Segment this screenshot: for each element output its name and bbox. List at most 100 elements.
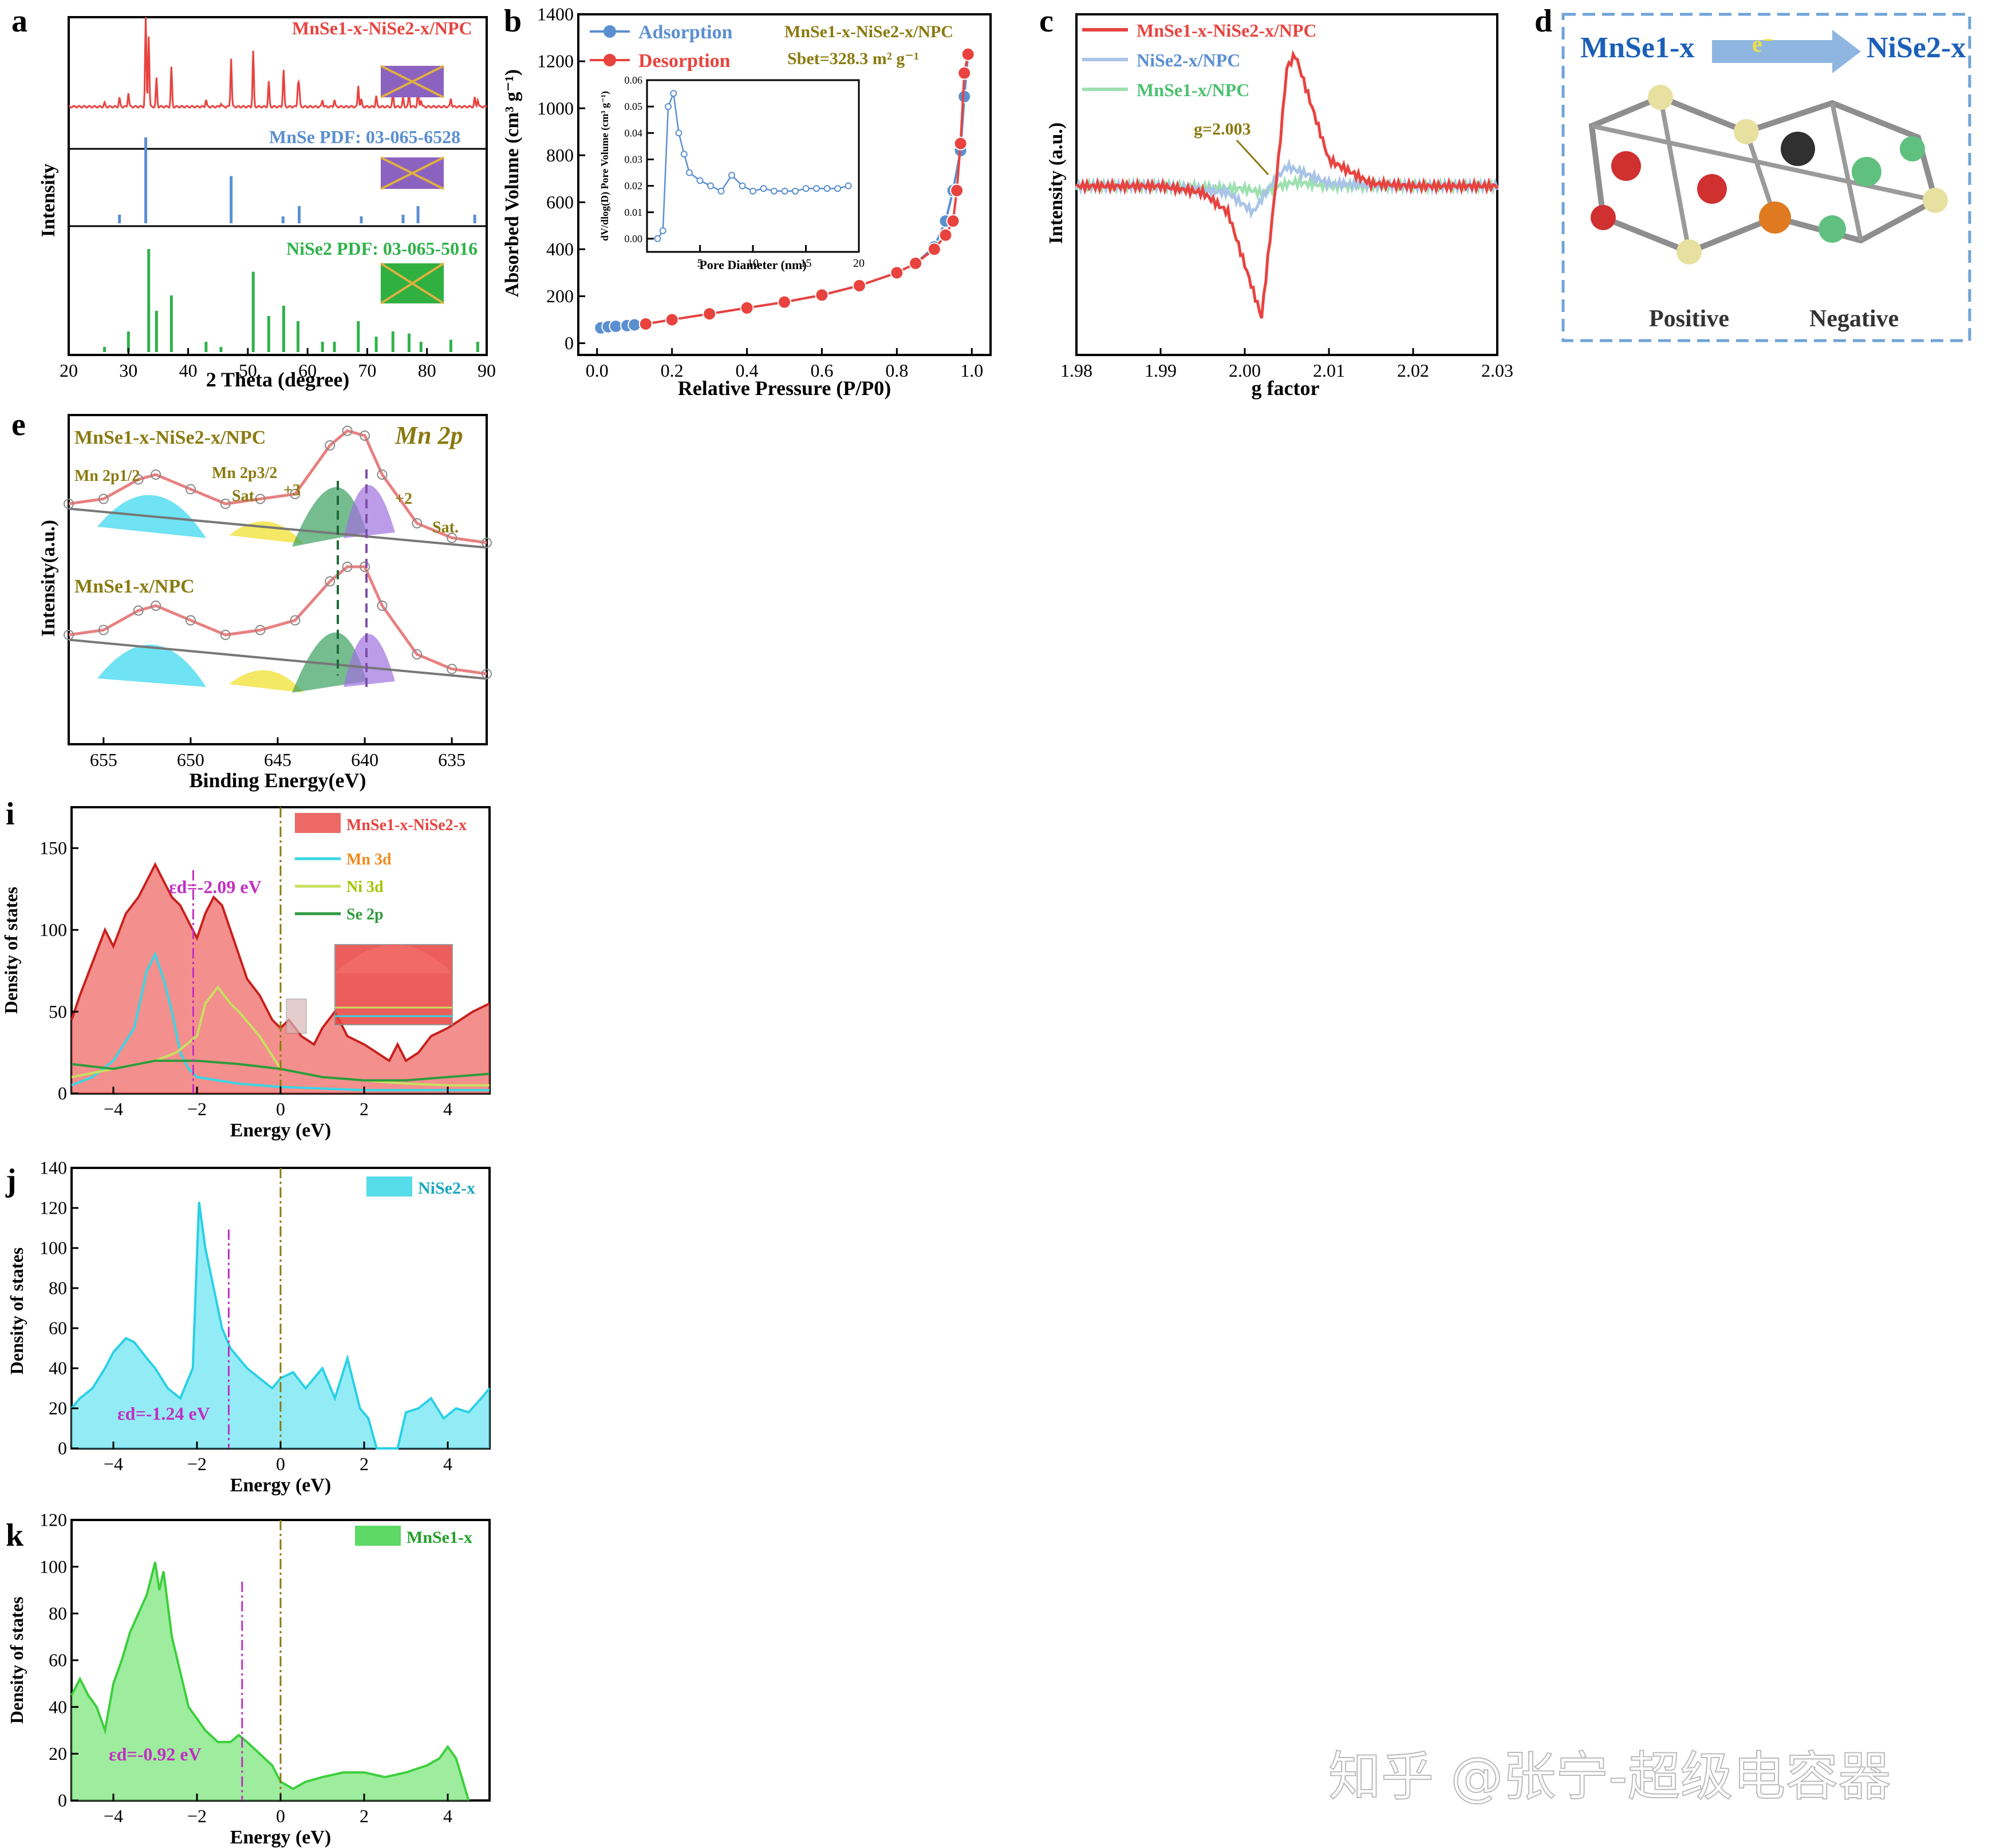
xps-raw-point: [220, 630, 231, 640]
desorption-point: [778, 295, 791, 309]
y-tick-labels: 0 20 40 60 80 100 120 140: [40, 1158, 78, 1459]
inset-y-tick-label: 0.04: [625, 127, 643, 139]
x-axis-label: Energy (eV): [230, 1475, 332, 1496]
x-tick-label: 0.6: [810, 360, 833, 381]
xps-raw-point: [342, 425, 353, 436]
xps-raw-point: [412, 649, 423, 660]
nise2-reference-bars: [103, 249, 479, 352]
x-tick-label: 650: [177, 749, 204, 770]
legend-entry: Ni 3d: [346, 878, 384, 896]
pore-distribution-line: [657, 90, 849, 239]
x-tick-label: 80: [418, 360, 436, 381]
panel-i-dos: i εd=-2.09 eV MnSe1-x-NiSe2-x Mn 3d Ni 3…: [1, 796, 491, 1141]
pore-point: [792, 187, 799, 195]
xps-raw-point: [325, 576, 336, 587]
pore-point: [802, 185, 810, 192]
schematic-frame: [1561, 13, 1971, 342]
x-tick-label: 2.00: [1229, 360, 1261, 381]
fit-envelope-line: [68, 429, 487, 544]
desorption-point: [938, 228, 953, 242]
y-tick-label: 600: [546, 192, 574, 212]
x-tick-label: 40: [179, 360, 198, 381]
y-tick-label: 40: [49, 1358, 67, 1379]
annotation-arrow: [1236, 139, 1269, 176]
x-tick-label: 2: [360, 1099, 369, 1119]
x-tick-label: −2: [187, 1806, 207, 1826]
y-tick-label: 0: [58, 1083, 67, 1104]
inset-x-tick-label: 20: [853, 257, 865, 270]
x-tick-labels: 1.98 1.99 2.00 2.01 2.02 2.03: [1060, 348, 1513, 381]
desorption-point: [852, 278, 866, 293]
y-tick-label: 200: [546, 286, 574, 306]
plot-frame: [68, 16, 488, 356]
pore-point: [739, 182, 746, 189]
legend-desorption: Desorption: [638, 50, 731, 72]
adsorption-point: [628, 318, 642, 332]
dos-line: [70, 1202, 491, 1450]
x-tick-labels: 20 30 40 50 60 70 80 90: [60, 348, 496, 381]
y-tick-label: 20: [49, 1398, 67, 1419]
crystal-thumbnail: [380, 156, 444, 190]
x-tick-label: 1.0: [960, 360, 983, 381]
pore-point: [771, 187, 778, 195]
pore-point: [781, 187, 788, 195]
x-tick-label: 0: [276, 1454, 285, 1474]
peak-label: +3: [283, 481, 301, 499]
x-tick-label: 0.2: [661, 360, 684, 381]
legend: MnSe1-x-NiSe2-x Mn 3d Ni 3d Se 2p: [295, 813, 467, 923]
x-tick-labels: 0.0 0.2 0.4 0.6 0.8 1.0: [586, 348, 983, 381]
dos-line: [70, 862, 490, 1063]
y-tick-label: 1200: [537, 51, 574, 72]
pore-point: [823, 185, 831, 192]
sample-label: MnSe1-x-NiSe2-x/NPC: [292, 18, 472, 38]
y-tick-labels: 0 20 40 60 80 100 120: [40, 1510, 78, 1811]
y-tick-label: 80: [49, 1603, 67, 1624]
sample-bottom: MnSe1-x/NPC: [74, 576, 195, 597]
y-axis-label: Intensity: [38, 164, 59, 237]
x-axis-label: g factor: [1252, 377, 1320, 400]
xps-raw-point: [64, 499, 74, 509]
legend-swatch: [355, 1526, 401, 1546]
legend: MnSe1-x-NiSe2-x/NPC NiSe2-x/NPC MnSe1-x/…: [1082, 20, 1317, 100]
y-tick-label: 50: [49, 1001, 67, 1022]
x-tick-label: 4: [443, 1099, 452, 1119]
x-tick-label: −2: [187, 1454, 207, 1474]
xps-raw-point: [360, 431, 370, 441]
inset-y-label: dV/dlog(D) Pore Volume (cm³ g⁻¹): [599, 91, 611, 241]
x-tick-label: 60: [298, 360, 317, 381]
right-material: NiSe2-x: [1867, 31, 1966, 64]
dos-area: [72, 1202, 490, 1448]
peak-label: Sat.: [432, 519, 459, 536]
xps-raw-point: [447, 664, 457, 674]
xps-raw-point: [185, 615, 196, 626]
y-tick-label: 40: [49, 1696, 67, 1717]
desorption-point: [927, 242, 941, 256]
xps-raw-point: [360, 562, 370, 572]
x-tick-label: −4: [104, 1099, 123, 1119]
panel-letter: c: [1039, 3, 1054, 39]
pore-point: [707, 182, 714, 189]
legend-entry: NiSe2-x/NPC: [1137, 50, 1240, 70]
xps-raw-point: [98, 625, 109, 635]
dos-line: [71, 985, 490, 1087]
pore-point: [717, 187, 725, 195]
panel-j-dos: j εd=-1.24 eV NiSe2-x −4 −2 0 2 4 0 20 40 60 80 1…: [5, 1158, 491, 1496]
legend-entry: Mn 3d: [346, 851, 392, 868]
x-axis-label: Energy (eV): [230, 1120, 332, 1141]
x-tick-label: −4: [104, 1454, 123, 1474]
fit-envelope-line: [68, 565, 487, 676]
legend-marker: [603, 54, 616, 66]
negative-label: Negative: [1809, 306, 1899, 332]
panel-c-epr: c MnSe1-x-NiSe2-x/NPC NiSe2-x/NPC MnSe1-…: [1039, 3, 1513, 400]
y-tick-label: 120: [40, 1510, 67, 1530]
desorption-point: [890, 266, 904, 280]
epr-line: [1075, 50, 1499, 319]
xps-raw-point: [325, 440, 336, 451]
inset-x-tick-label: 5: [697, 257, 703, 270]
xps-raw-point: [185, 484, 196, 495]
y-axis-label: Density of states: [6, 1597, 27, 1724]
dos-area: [72, 1562, 469, 1800]
inset-y-tick-label: 0.00: [625, 233, 643, 244]
x-tick-label: 4: [443, 1454, 452, 1474]
